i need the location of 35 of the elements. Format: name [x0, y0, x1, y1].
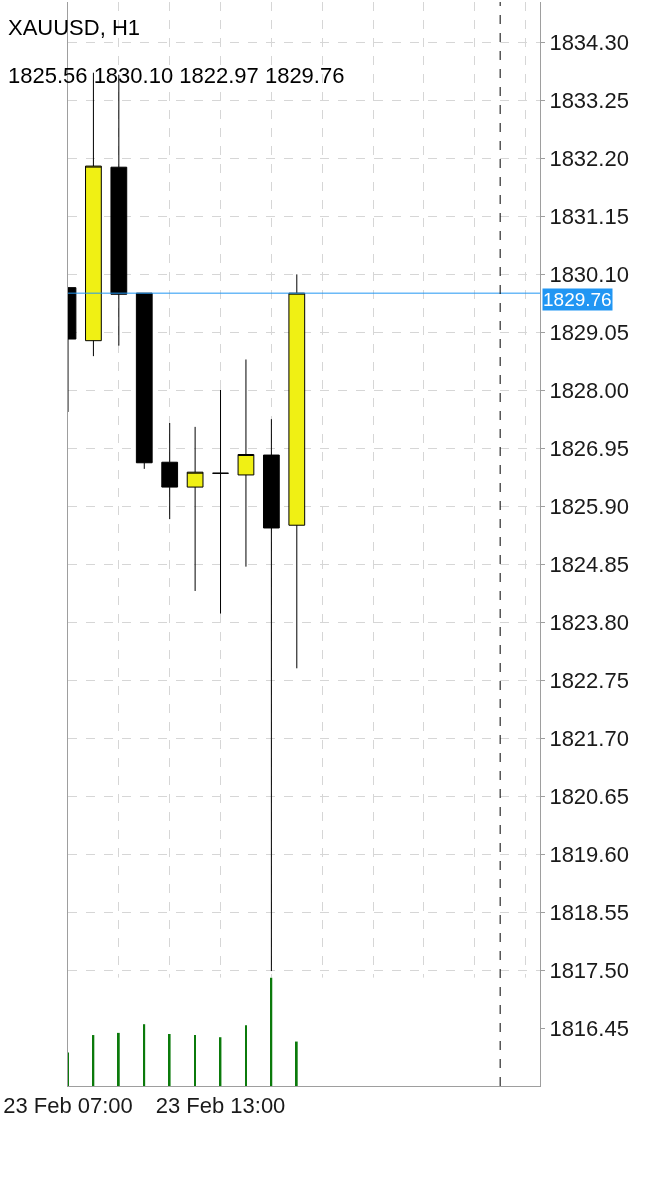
- x-tick-label: 23 Feb 07:00: [3, 1093, 133, 1119]
- bar: [168, 1033, 171, 1086]
- candlestick: [135, 292, 153, 470]
- text: XAUUSD, H1: [8, 14, 141, 40]
- bar: [143, 1024, 146, 1086]
- candlestick: [288, 273, 306, 669]
- y-tick-label: 1822.75: [549, 668, 629, 694]
- bar: [194, 1035, 196, 1086]
- y-tick-label: 1817.50: [549, 958, 629, 984]
- candlestick: [212, 389, 229, 615]
- y-tick-label: 1820.65: [549, 784, 629, 810]
- y-tick-label: 1821.70: [549, 726, 629, 752]
- candlestick: [186, 426, 204, 592]
- bar: [245, 1025, 247, 1086]
- text: 1825.56 1830.10 1822.97 1829.76: [8, 62, 345, 88]
- ref-line-label: 1829.76: [543, 289, 612, 310]
- y-tick-label: 1829.05: [549, 320, 629, 346]
- x-tick-label: 23 Feb 13:00: [155, 1093, 286, 1119]
- y-tick-label: 1832.20: [549, 146, 629, 172]
- y-tick-label: 1816.45: [549, 1016, 629, 1042]
- y-tick-label: 1830.10: [549, 262, 629, 288]
- candlestick: [237, 358, 255, 568]
- y-tick-label: 1826.95: [549, 436, 629, 462]
- y-tick-label: 1834.30: [549, 30, 629, 56]
- y-tick-label: 1831.15: [549, 204, 629, 230]
- y-tick-label: 1828.00: [549, 378, 629, 404]
- y-tick-label: 1825.90: [549, 494, 629, 520]
- candlestick: [161, 422, 179, 520]
- bar: [295, 1041, 298, 1086]
- bar: [117, 1032, 120, 1086]
- y-tick-label: 1823.80: [549, 610, 629, 636]
- y-tick-label: 1824.85: [549, 552, 629, 578]
- y-tick-label: 1819.60: [549, 842, 629, 868]
- y-tick-label: 1833.25: [549, 88, 629, 114]
- y-tick-label: 1818.55: [549, 900, 629, 926]
